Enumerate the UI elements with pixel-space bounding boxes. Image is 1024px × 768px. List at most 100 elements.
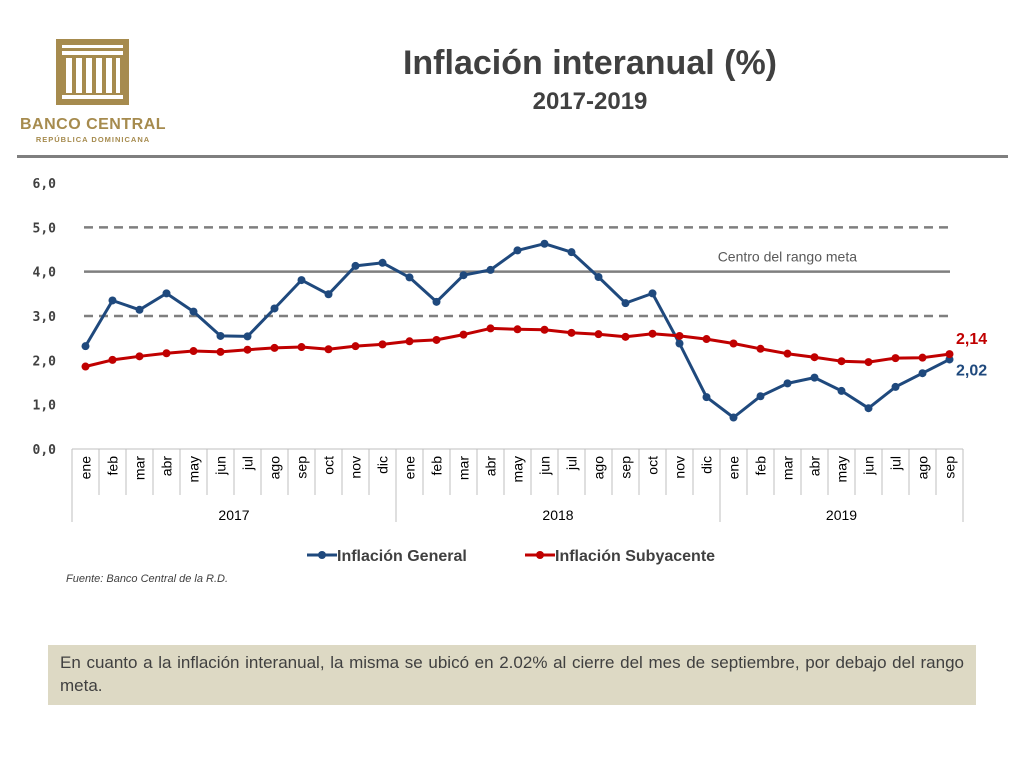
data-point-subyacente bbox=[783, 349, 792, 358]
data-point-subyacente bbox=[594, 330, 603, 339]
data-point-general bbox=[837, 386, 846, 395]
data-point-general bbox=[783, 379, 792, 388]
end-label-general: 2,02 bbox=[956, 362, 987, 379]
data-point-general bbox=[648, 289, 657, 298]
x-tick-label: sep bbox=[942, 456, 958, 479]
x-tick-label: dic bbox=[375, 456, 391, 474]
data-point-subyacente bbox=[891, 354, 900, 363]
x-tick-label: oct bbox=[321, 456, 337, 475]
year-label: 2017 bbox=[218, 507, 249, 523]
year-label: 2019 bbox=[826, 507, 857, 523]
data-point-subyacente bbox=[270, 343, 279, 352]
data-point-general bbox=[324, 290, 333, 299]
data-point-subyacente bbox=[108, 355, 117, 364]
y-tick-label: 5,0 bbox=[33, 221, 57, 236]
data-point-general bbox=[162, 289, 171, 298]
x-tick-label: sep bbox=[294, 456, 310, 479]
data-point-general bbox=[702, 393, 711, 402]
x-tick-label: sep bbox=[618, 456, 634, 479]
page-subtitle: 2017-2019 bbox=[532, 88, 648, 115]
x-tick-label: dic bbox=[699, 456, 715, 474]
x-tick-label: abr bbox=[159, 456, 175, 477]
data-point-general bbox=[756, 392, 765, 401]
x-tick-label: mar bbox=[132, 456, 148, 480]
data-point-general bbox=[378, 258, 387, 267]
data-point-general bbox=[675, 339, 684, 348]
x-tick-label: feb bbox=[105, 456, 121, 476]
data-point-subyacente bbox=[621, 332, 630, 341]
logo: BANCO CENTRAL REPÚBLICA DOMINICANA bbox=[18, 36, 168, 146]
y-tick-label: 2,0 bbox=[33, 354, 57, 369]
x-tick-label: ene bbox=[726, 456, 742, 480]
x-tick-label: jun bbox=[213, 456, 229, 476]
x-tick-label: may bbox=[510, 456, 526, 482]
data-point-general bbox=[540, 239, 549, 248]
data-point-subyacente bbox=[864, 358, 873, 367]
source-note: Fuente: Banco Central de la R.D. bbox=[66, 573, 229, 585]
data-point-subyacente bbox=[243, 345, 252, 354]
bank-building-icon bbox=[56, 39, 129, 105]
data-point-general bbox=[108, 296, 117, 305]
data-point-general bbox=[243, 332, 252, 341]
data-point-subyacente bbox=[405, 337, 414, 346]
logo-name: BANCO CENTRAL bbox=[19, 116, 167, 133]
inflation-line-chart: 0,0 1,0 2,0 3,0 4,0 5,0 6,0 Centro del rango me… bbox=[33, 177, 988, 565]
data-point-general bbox=[216, 331, 225, 340]
y-tick-label: 3,0 bbox=[33, 310, 57, 325]
data-point-general bbox=[486, 265, 495, 274]
data-point-subyacente bbox=[216, 347, 225, 356]
data-point-subyacente bbox=[162, 349, 171, 358]
data-point-general bbox=[297, 276, 306, 285]
y-tick-label: 6,0 bbox=[33, 177, 57, 192]
data-point-general bbox=[594, 272, 603, 281]
data-point-general bbox=[351, 261, 360, 270]
data-point-subyacente bbox=[675, 331, 684, 340]
x-tick-label: may bbox=[186, 456, 202, 482]
target-center-label: Centro del rango meta bbox=[718, 249, 858, 265]
data-point-subyacente bbox=[135, 352, 144, 361]
data-point-subyacente bbox=[945, 350, 954, 359]
data-point-subyacente bbox=[378, 340, 387, 349]
x-tick-label: nov bbox=[672, 456, 688, 479]
data-point-general bbox=[810, 373, 819, 382]
data-point-subyacente bbox=[918, 353, 927, 362]
data-point-subyacente bbox=[756, 344, 765, 353]
legend-marker-subyacente bbox=[536, 551, 544, 559]
page-title: Inflación interanual (%) bbox=[402, 44, 778, 82]
y-tick-label: 0,0 bbox=[33, 443, 57, 458]
legend-label-subyacente: Inflación Subyacente bbox=[555, 548, 715, 565]
x-tick-label: jul bbox=[888, 456, 904, 471]
data-point-subyacente bbox=[324, 345, 333, 354]
x-tick-label: feb bbox=[753, 456, 769, 476]
data-point-subyacente bbox=[810, 353, 819, 362]
data-point-general bbox=[864, 404, 873, 413]
data-point-subyacente bbox=[837, 357, 846, 366]
data-point-subyacente bbox=[567, 328, 576, 337]
data-point-general bbox=[918, 369, 927, 378]
legend-marker-general bbox=[318, 551, 326, 559]
x-tick-label: jul bbox=[240, 456, 256, 471]
data-point-subyacente bbox=[729, 339, 738, 348]
x-tick-label: nov bbox=[348, 456, 364, 479]
data-point-subyacente bbox=[540, 325, 549, 334]
y-tick-label: 4,0 bbox=[33, 266, 57, 281]
x-tick-label: ago bbox=[267, 456, 283, 480]
x-tick-label: oct bbox=[645, 456, 661, 475]
x-tick-label: mar bbox=[780, 456, 796, 480]
data-point-general bbox=[405, 273, 414, 282]
data-point-general bbox=[135, 305, 144, 314]
data-point-general bbox=[432, 297, 441, 306]
y-tick-label: 1,0 bbox=[33, 399, 57, 414]
legend-label-general: Inflación General bbox=[337, 548, 467, 565]
x-tick-label: ene bbox=[402, 456, 418, 480]
x-tick-label: ago bbox=[915, 456, 931, 480]
data-point-general bbox=[621, 299, 630, 308]
x-tick-label: jul bbox=[564, 456, 580, 471]
series-line-subyacente bbox=[85, 326, 950, 368]
data-point-general bbox=[459, 271, 468, 280]
data-point-subyacente bbox=[648, 329, 657, 338]
data-point-general bbox=[567, 248, 576, 257]
x-tick-label: may bbox=[834, 456, 850, 482]
data-point-general bbox=[270, 304, 279, 313]
data-point-general bbox=[189, 307, 198, 316]
